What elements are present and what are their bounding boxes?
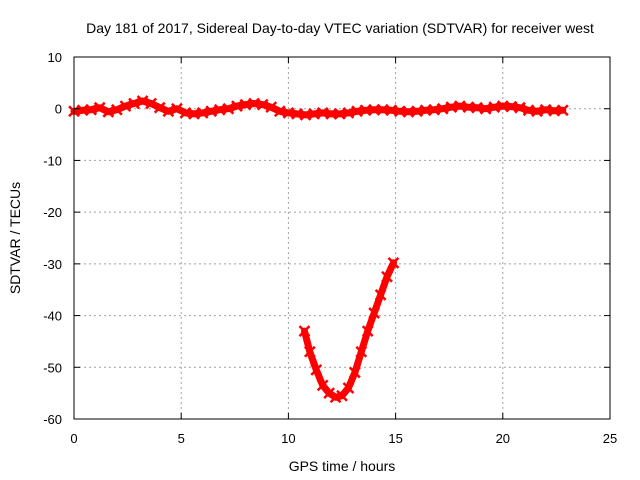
data-point (342, 106, 355, 119)
data-point (102, 105, 115, 118)
data-point (110, 103, 123, 116)
y-tick-label: -30 (43, 257, 62, 272)
y-axis-label: SDTVAR / TECUs (7, 182, 23, 294)
data-point (310, 363, 323, 376)
x-axis-label: GPS time / hours (289, 458, 396, 474)
data-point (93, 101, 106, 114)
data-point (531, 105, 543, 118)
data-point (145, 97, 158, 110)
data-point (298, 325, 311, 337)
data-point (85, 103, 98, 116)
data-point (514, 101, 526, 114)
data-point (361, 325, 374, 337)
data-point (196, 106, 209, 119)
series-trace-2 (301, 259, 397, 401)
data-point (136, 95, 149, 107)
y-tick-label: -50 (43, 360, 62, 375)
x-tick-label: 0 (70, 431, 77, 446)
y-tick-label: -40 (43, 309, 62, 324)
data-point (368, 307, 381, 319)
data-point (273, 105, 286, 118)
data-point (325, 108, 338, 120)
data-markers (68, 95, 569, 404)
series-trace-1 (70, 97, 567, 119)
data-point (355, 345, 368, 358)
data-point (374, 289, 387, 301)
x-tick-label: 20 (496, 431, 510, 446)
data-point (222, 102, 235, 115)
data-point (381, 270, 393, 283)
data-point (556, 104, 569, 117)
data-point (256, 98, 269, 111)
y-tick-label: 10 (48, 50, 62, 65)
data-point (153, 101, 166, 114)
data-point (128, 97, 140, 110)
x-tick-label: 5 (178, 431, 185, 446)
data-point (348, 366, 361, 379)
x-tick-label: 15 (388, 431, 402, 446)
x-tick-label: 10 (281, 431, 295, 446)
data-point (303, 345, 316, 358)
data-point (479, 102, 492, 115)
plot-frame (73, 56, 611, 420)
y-tick-label: 0 (55, 102, 62, 117)
y-tick-label: -20 (43, 205, 62, 220)
data-point (265, 101, 278, 114)
data-point (171, 102, 183, 115)
data-point (342, 382, 355, 394)
y-tick-label: -10 (43, 153, 62, 168)
data-point (323, 387, 336, 400)
y-tick-label: -60 (43, 412, 62, 427)
axis-ticks: 0 5 10 15 20 25 10 0 -10 -20 -30 -40 -50 -60 (43, 50, 617, 446)
data-point (119, 100, 132, 113)
data-point (436, 102, 449, 115)
data-point (368, 103, 381, 116)
data-point (387, 256, 400, 269)
data-point (231, 100, 243, 113)
x-tick-label: 25 (603, 431, 617, 446)
data-point (162, 105, 175, 118)
chart-title: Day 181 of 2017, Sidereal Day-to-day VTE… (86, 20, 594, 36)
data-point (205, 105, 218, 118)
